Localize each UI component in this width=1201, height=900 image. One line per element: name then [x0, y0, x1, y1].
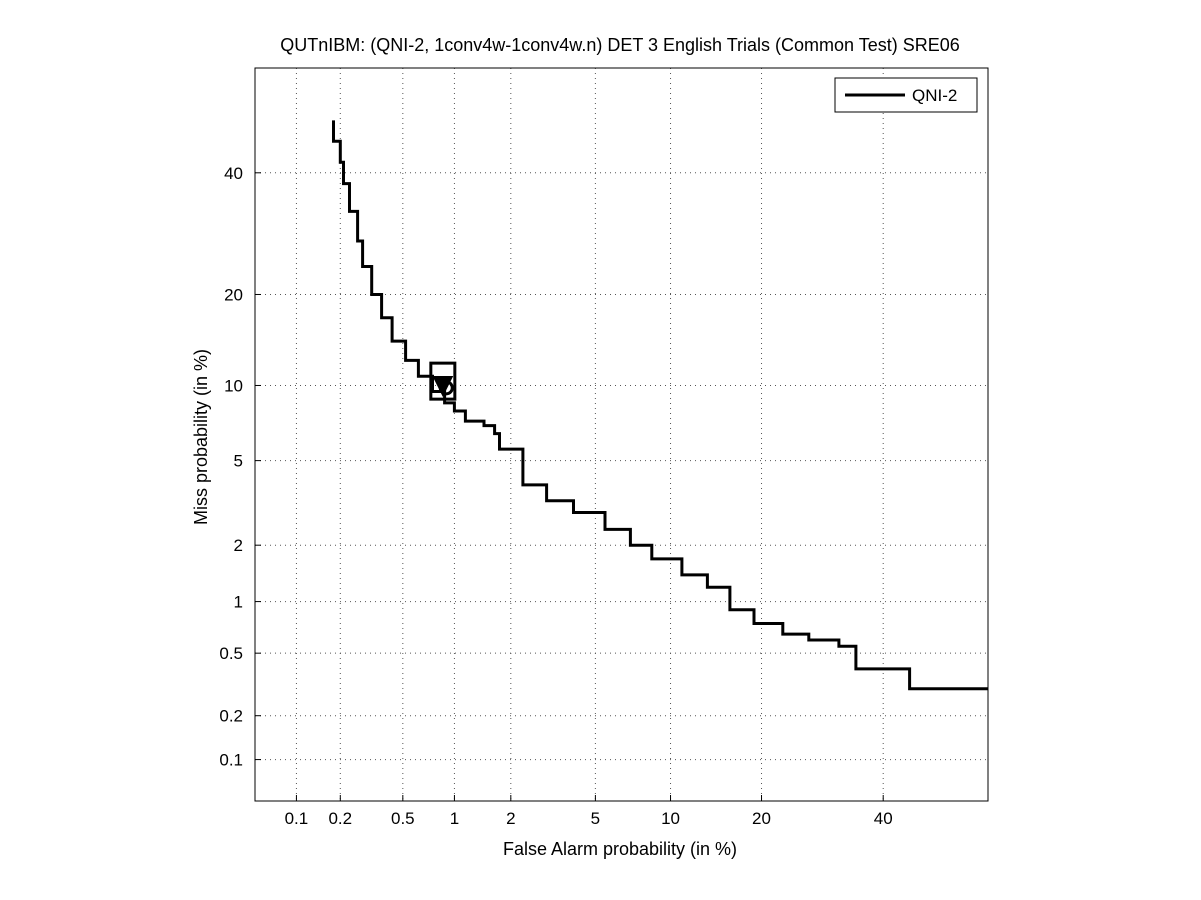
- operating-point-square-marker: [429, 361, 457, 401]
- y-tick-label: 40: [224, 164, 243, 183]
- y-tick-label: 0.1: [219, 751, 243, 770]
- y-tick-label: 20: [224, 285, 243, 304]
- operating-point-circle-marker: [438, 380, 454, 396]
- y-tick-label: 2: [234, 536, 243, 555]
- y-axis-label: Miss probability (in %): [191, 349, 211, 525]
- legend: QNI-2: [834, 77, 978, 113]
- y-tick-labels: 0.1 0.2 0.5 1 2 5 10 20 40: [219, 164, 243, 770]
- x-tick-label: 0.2: [328, 809, 352, 828]
- series-line-qni-2: [332, 120, 988, 691]
- x-tick-label: 20: [752, 809, 771, 828]
- x-tick-labels: 0.1 0.2 0.5 1 2 5 10 20 40: [285, 809, 893, 828]
- y-tick-label: 0.2: [219, 707, 243, 726]
- operating-point-markers: [429, 361, 457, 401]
- x-tick-label: 1: [450, 809, 459, 828]
- x-tick-label: 10: [661, 809, 680, 828]
- y-tick-label: 0.5: [219, 644, 243, 663]
- x-tick-label: 0.5: [391, 809, 415, 828]
- x-tick-label: 40: [874, 809, 893, 828]
- x-tick-label: 5: [591, 809, 600, 828]
- plot-area-frame: [254, 67, 989, 802]
- grid-layer: [255, 68, 988, 801]
- legend-label-qni-2: QNI-2: [912, 86, 957, 105]
- x-axis-label: False Alarm probability (in %): [503, 839, 737, 859]
- y-tick-label: 1: [234, 593, 243, 612]
- x-tick-label: 0.1: [285, 809, 309, 828]
- y-tick-label: 10: [224, 376, 243, 395]
- y-tick-label: 5: [234, 452, 243, 471]
- chart-title: QUTnIBM: (QNI-2, 1conv4w-1conv4w.n) DET …: [280, 35, 960, 55]
- x-tick-label: 2: [506, 809, 515, 828]
